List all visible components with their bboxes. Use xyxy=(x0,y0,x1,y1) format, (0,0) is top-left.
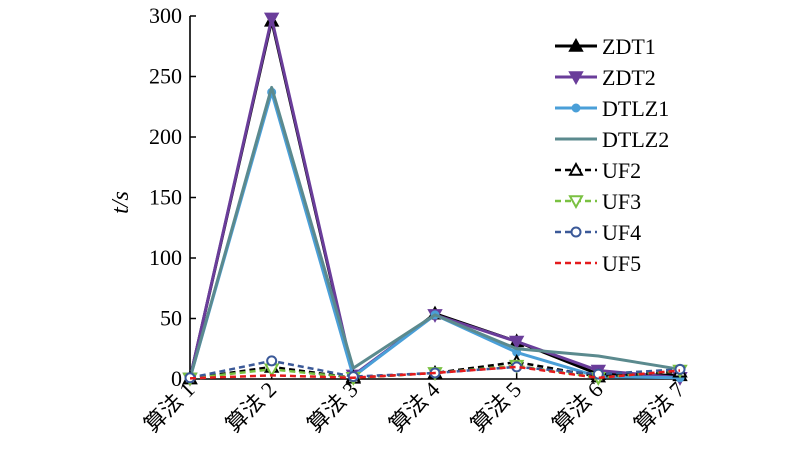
legend-item: UF3 xyxy=(555,189,641,214)
legend-marker xyxy=(568,195,584,210)
legend-label: DTLZ2 xyxy=(602,127,669,152)
x-tick-label: 算法 6 xyxy=(547,377,607,437)
data-point xyxy=(508,335,525,350)
series-line xyxy=(189,365,681,380)
legend-item: UF2 xyxy=(555,158,641,183)
y-tick-label: 250 xyxy=(149,64,182,89)
legend-item: DTLZ1 xyxy=(555,96,669,121)
legend-label: ZDT1 xyxy=(602,34,656,59)
series-line xyxy=(188,85,681,379)
x-tick-label: 算法 2 xyxy=(221,377,281,437)
legend-item: ZDT1 xyxy=(555,34,656,59)
y-tick-label: 150 xyxy=(149,185,182,210)
y-tick-label: 100 xyxy=(149,245,182,270)
y-axis-title: t/s xyxy=(108,191,134,214)
legend-label: ZDT2 xyxy=(602,65,656,90)
y-tick-label: 50 xyxy=(160,306,182,331)
series-uf4 xyxy=(184,355,686,384)
y-ticks: 0 50 100 150 200 250 300 xyxy=(149,3,196,391)
legend-label: UF4 xyxy=(602,220,641,245)
legend-marker xyxy=(570,226,582,238)
y-tick-label: 200 xyxy=(149,124,182,149)
legend-label: UF5 xyxy=(602,251,641,276)
data-point xyxy=(263,12,280,27)
legend-label: UF2 xyxy=(602,158,641,183)
data-point xyxy=(266,355,278,367)
data-point xyxy=(674,363,686,375)
legend-item: DTLZ2 xyxy=(555,127,669,152)
legend-item: UF5 xyxy=(555,251,641,276)
legend: ZDT1 ZDT2 DTLZ1 DTLZ2 UF2 UF3 UF4 UF5 xyxy=(555,34,669,276)
x-tick-label: 算法 4 xyxy=(384,377,444,437)
legend-item: ZDT2 xyxy=(555,65,656,90)
x-tick-label: 算法 7 xyxy=(629,377,689,437)
series-dtlz2 xyxy=(188,85,681,379)
x-tick-label: 算法 3 xyxy=(302,377,362,437)
legend-marker xyxy=(571,103,581,113)
legend-marker xyxy=(568,161,584,176)
series-uf5 xyxy=(189,365,681,380)
legend-marker xyxy=(568,37,584,52)
legend-label: UF3 xyxy=(602,189,641,214)
y-tick-label: 0 xyxy=(171,366,182,391)
y-tick-label: 300 xyxy=(149,3,182,28)
series-layer xyxy=(182,12,688,387)
legend-marker xyxy=(568,71,584,86)
x-tick-label: 算法 5 xyxy=(466,377,526,437)
legend-item: UF4 xyxy=(555,220,641,245)
x-ticks: 算法 1 算法 2 算法 3 算法 4 算法 5 算法 6 算法 7 xyxy=(139,373,690,437)
legend-label: DTLZ1 xyxy=(602,96,669,121)
x-tick-label: 算法 1 xyxy=(139,377,199,437)
